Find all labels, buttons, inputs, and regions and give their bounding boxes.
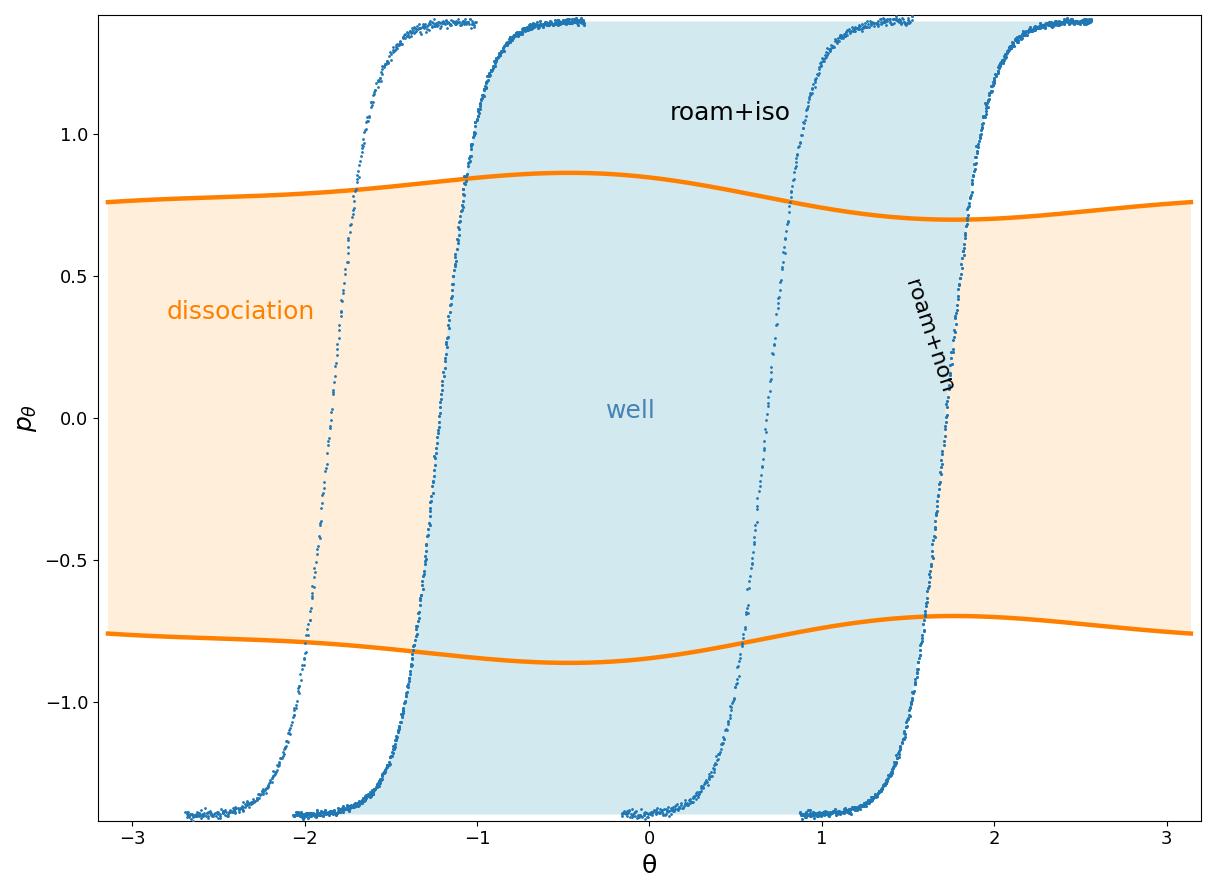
- Text: roam+non: roam+non: [901, 277, 956, 396]
- Text: roam+iso: roam+iso: [670, 101, 792, 125]
- Y-axis label: $p_{\theta}$: $p_{\theta}$: [15, 404, 39, 432]
- Text: well: well: [607, 399, 657, 423]
- Text: dissociation: dissociation: [167, 299, 315, 323]
- X-axis label: θ: θ: [642, 854, 657, 878]
